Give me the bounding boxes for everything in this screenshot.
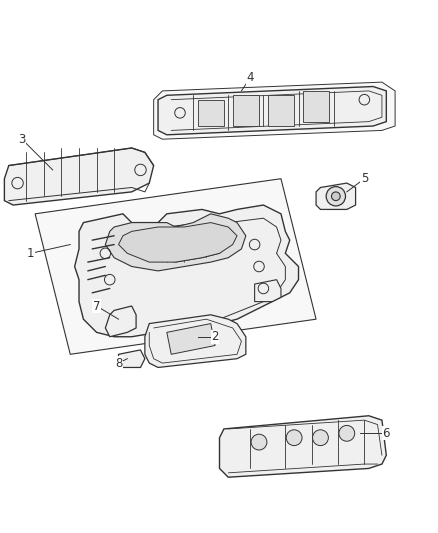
Circle shape [331,192,339,200]
Text: 1: 1 [27,247,35,260]
Text: 3: 3 [18,133,25,146]
Polygon shape [219,416,385,477]
Circle shape [286,430,301,446]
Polygon shape [197,100,223,126]
Polygon shape [267,95,293,126]
Polygon shape [118,223,237,262]
Text: 2: 2 [211,330,219,343]
Polygon shape [166,324,215,354]
Polygon shape [145,315,245,367]
Polygon shape [153,82,394,139]
Text: 7: 7 [92,300,100,312]
Text: 8: 8 [115,357,122,369]
Polygon shape [74,205,298,337]
Polygon shape [4,148,153,205]
Polygon shape [232,95,258,126]
Text: 5: 5 [360,172,367,185]
Polygon shape [105,306,136,337]
Polygon shape [302,91,328,122]
Polygon shape [315,183,355,209]
Text: 6: 6 [381,427,389,440]
Circle shape [312,430,328,446]
Polygon shape [118,350,145,367]
Polygon shape [254,280,280,302]
Polygon shape [105,214,245,271]
Text: 4: 4 [246,71,254,84]
Polygon shape [35,179,315,354]
Circle shape [338,425,354,441]
Circle shape [325,187,345,206]
Circle shape [251,434,266,450]
Polygon shape [158,86,385,135]
